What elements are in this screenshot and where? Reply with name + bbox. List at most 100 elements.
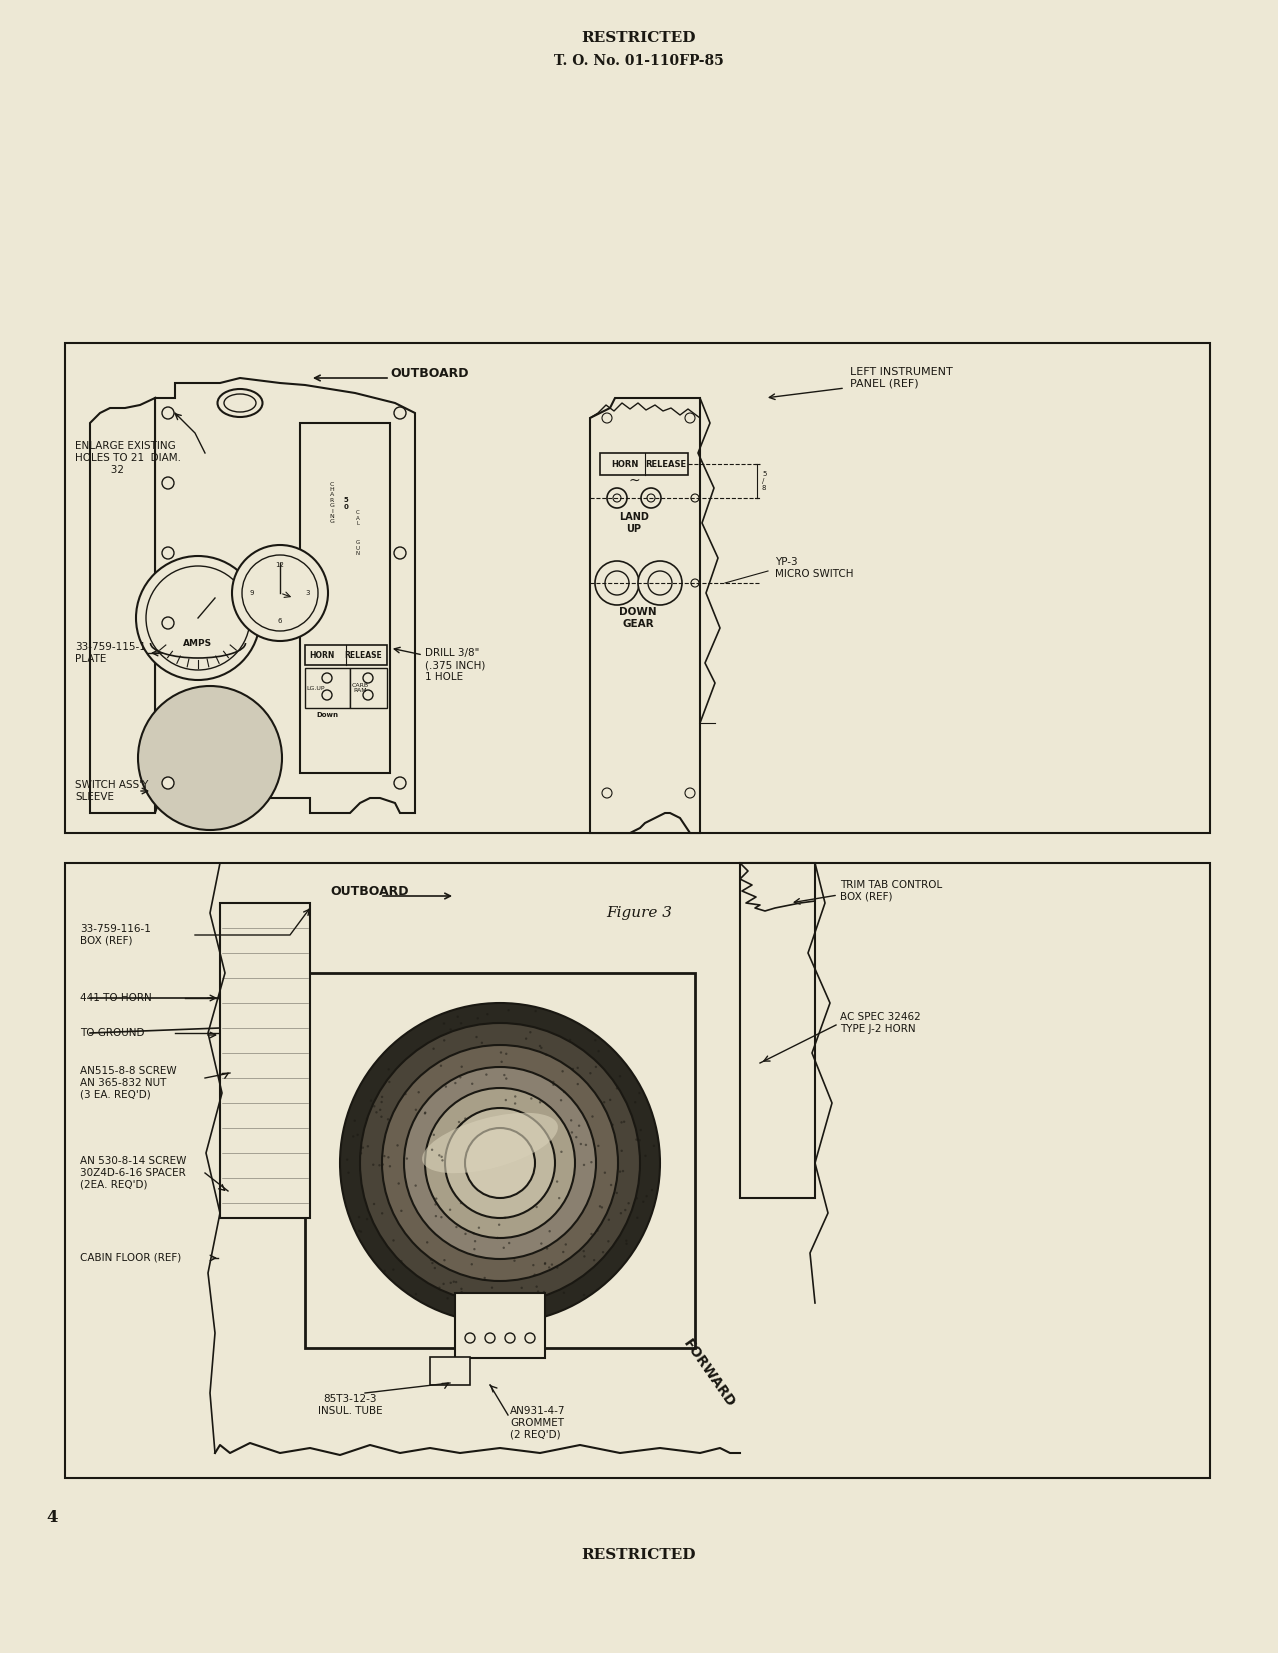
Circle shape	[583, 1250, 585, 1253]
Circle shape	[635, 1139, 638, 1141]
Text: TO GROUND: TO GROUND	[81, 1028, 144, 1038]
Circle shape	[532, 1265, 534, 1266]
Circle shape	[441, 1155, 443, 1159]
Bar	[300, 423, 390, 774]
Circle shape	[548, 1266, 551, 1270]
Circle shape	[479, 1293, 482, 1294]
Text: 5
0: 5 0	[344, 496, 349, 509]
Circle shape	[432, 1048, 435, 1050]
Circle shape	[691, 579, 699, 587]
Circle shape	[556, 1266, 558, 1270]
Circle shape	[571, 1068, 574, 1069]
Circle shape	[514, 1096, 516, 1098]
Circle shape	[505, 1053, 507, 1055]
Circle shape	[575, 1136, 578, 1139]
Circle shape	[456, 1015, 459, 1018]
Circle shape	[464, 1233, 466, 1235]
Ellipse shape	[217, 388, 262, 417]
Circle shape	[486, 1073, 488, 1076]
Circle shape	[376, 1111, 378, 1114]
Circle shape	[405, 1157, 408, 1160]
Circle shape	[475, 1036, 478, 1038]
Text: OUTBOARD: OUTBOARD	[391, 367, 469, 380]
Circle shape	[454, 1081, 456, 1084]
Circle shape	[525, 1293, 527, 1294]
Circle shape	[611, 1124, 613, 1126]
Circle shape	[539, 1101, 542, 1104]
Circle shape	[483, 1276, 486, 1279]
Circle shape	[360, 1230, 362, 1233]
Circle shape	[357, 1134, 359, 1136]
Circle shape	[414, 1185, 417, 1187]
Circle shape	[358, 1230, 360, 1231]
Circle shape	[507, 1241, 510, 1245]
Circle shape	[635, 1197, 638, 1200]
Circle shape	[590, 1233, 593, 1235]
Circle shape	[498, 1223, 501, 1227]
Circle shape	[607, 488, 627, 507]
Circle shape	[602, 413, 612, 423]
Circle shape	[594, 1066, 597, 1068]
Circle shape	[450, 1281, 452, 1284]
Circle shape	[396, 1144, 399, 1147]
Circle shape	[625, 1240, 627, 1241]
Circle shape	[529, 1031, 532, 1033]
Circle shape	[445, 1108, 555, 1218]
Circle shape	[465, 1127, 535, 1198]
Circle shape	[505, 1332, 515, 1342]
Circle shape	[530, 1098, 533, 1099]
Bar	[599, 453, 688, 474]
Circle shape	[562, 1251, 565, 1253]
Ellipse shape	[422, 1112, 558, 1174]
Text: CARB
RAM: CARB RAM	[351, 683, 368, 693]
Circle shape	[460, 1202, 463, 1205]
Circle shape	[504, 1217, 506, 1218]
Circle shape	[394, 407, 406, 418]
Circle shape	[621, 1149, 622, 1152]
Circle shape	[622, 1121, 625, 1122]
Circle shape	[474, 1240, 477, 1243]
Circle shape	[578, 1124, 580, 1127]
Circle shape	[619, 1170, 621, 1174]
Circle shape	[604, 570, 629, 595]
Circle shape	[460, 1066, 463, 1068]
Circle shape	[381, 1212, 383, 1215]
Circle shape	[455, 1281, 458, 1283]
Circle shape	[162, 478, 174, 489]
Text: YP-3
MICRO SWITCH: YP-3 MICRO SWITCH	[774, 557, 854, 579]
Circle shape	[597, 1230, 598, 1231]
Text: 441 TO HORN: 441 TO HORN	[81, 993, 152, 1003]
Text: RELEASE: RELEASE	[645, 460, 686, 468]
Circle shape	[602, 1251, 604, 1253]
Text: AN 530-8-14 SCREW
30Z4D-6-16 SPACER
(2EA. REQ'D): AN 530-8-14 SCREW 30Z4D-6-16 SPACER (2EA…	[81, 1157, 187, 1190]
Text: C
A
L: C A L	[357, 509, 360, 526]
Circle shape	[627, 1202, 630, 1205]
Circle shape	[438, 1286, 441, 1289]
Text: RELEASE: RELEASE	[344, 651, 382, 660]
Circle shape	[642, 488, 661, 507]
Text: AMPS: AMPS	[184, 638, 212, 648]
Circle shape	[534, 1010, 537, 1012]
Text: TRIM TAB CONTROL
BOX (REF): TRIM TAB CONTROL BOX (REF)	[840, 879, 942, 903]
Circle shape	[392, 1268, 395, 1271]
Bar	[429, 1357, 470, 1385]
Circle shape	[440, 1217, 442, 1218]
Circle shape	[443, 1040, 446, 1041]
Circle shape	[613, 494, 621, 503]
Circle shape	[449, 1208, 451, 1212]
Circle shape	[583, 1294, 585, 1296]
Circle shape	[552, 1081, 555, 1083]
Text: Figure 3: Figure 3	[606, 906, 672, 921]
Circle shape	[146, 565, 250, 669]
Circle shape	[560, 1099, 562, 1101]
Text: T. O. No. 01-110FP-85: T. O. No. 01-110FP-85	[555, 55, 723, 68]
Circle shape	[233, 545, 328, 641]
Circle shape	[620, 1212, 622, 1215]
Circle shape	[450, 1028, 452, 1031]
Polygon shape	[89, 398, 155, 813]
Circle shape	[569, 1038, 571, 1041]
Circle shape	[363, 673, 373, 683]
Ellipse shape	[224, 393, 256, 412]
Circle shape	[366, 1117, 368, 1121]
Circle shape	[532, 1314, 534, 1316]
